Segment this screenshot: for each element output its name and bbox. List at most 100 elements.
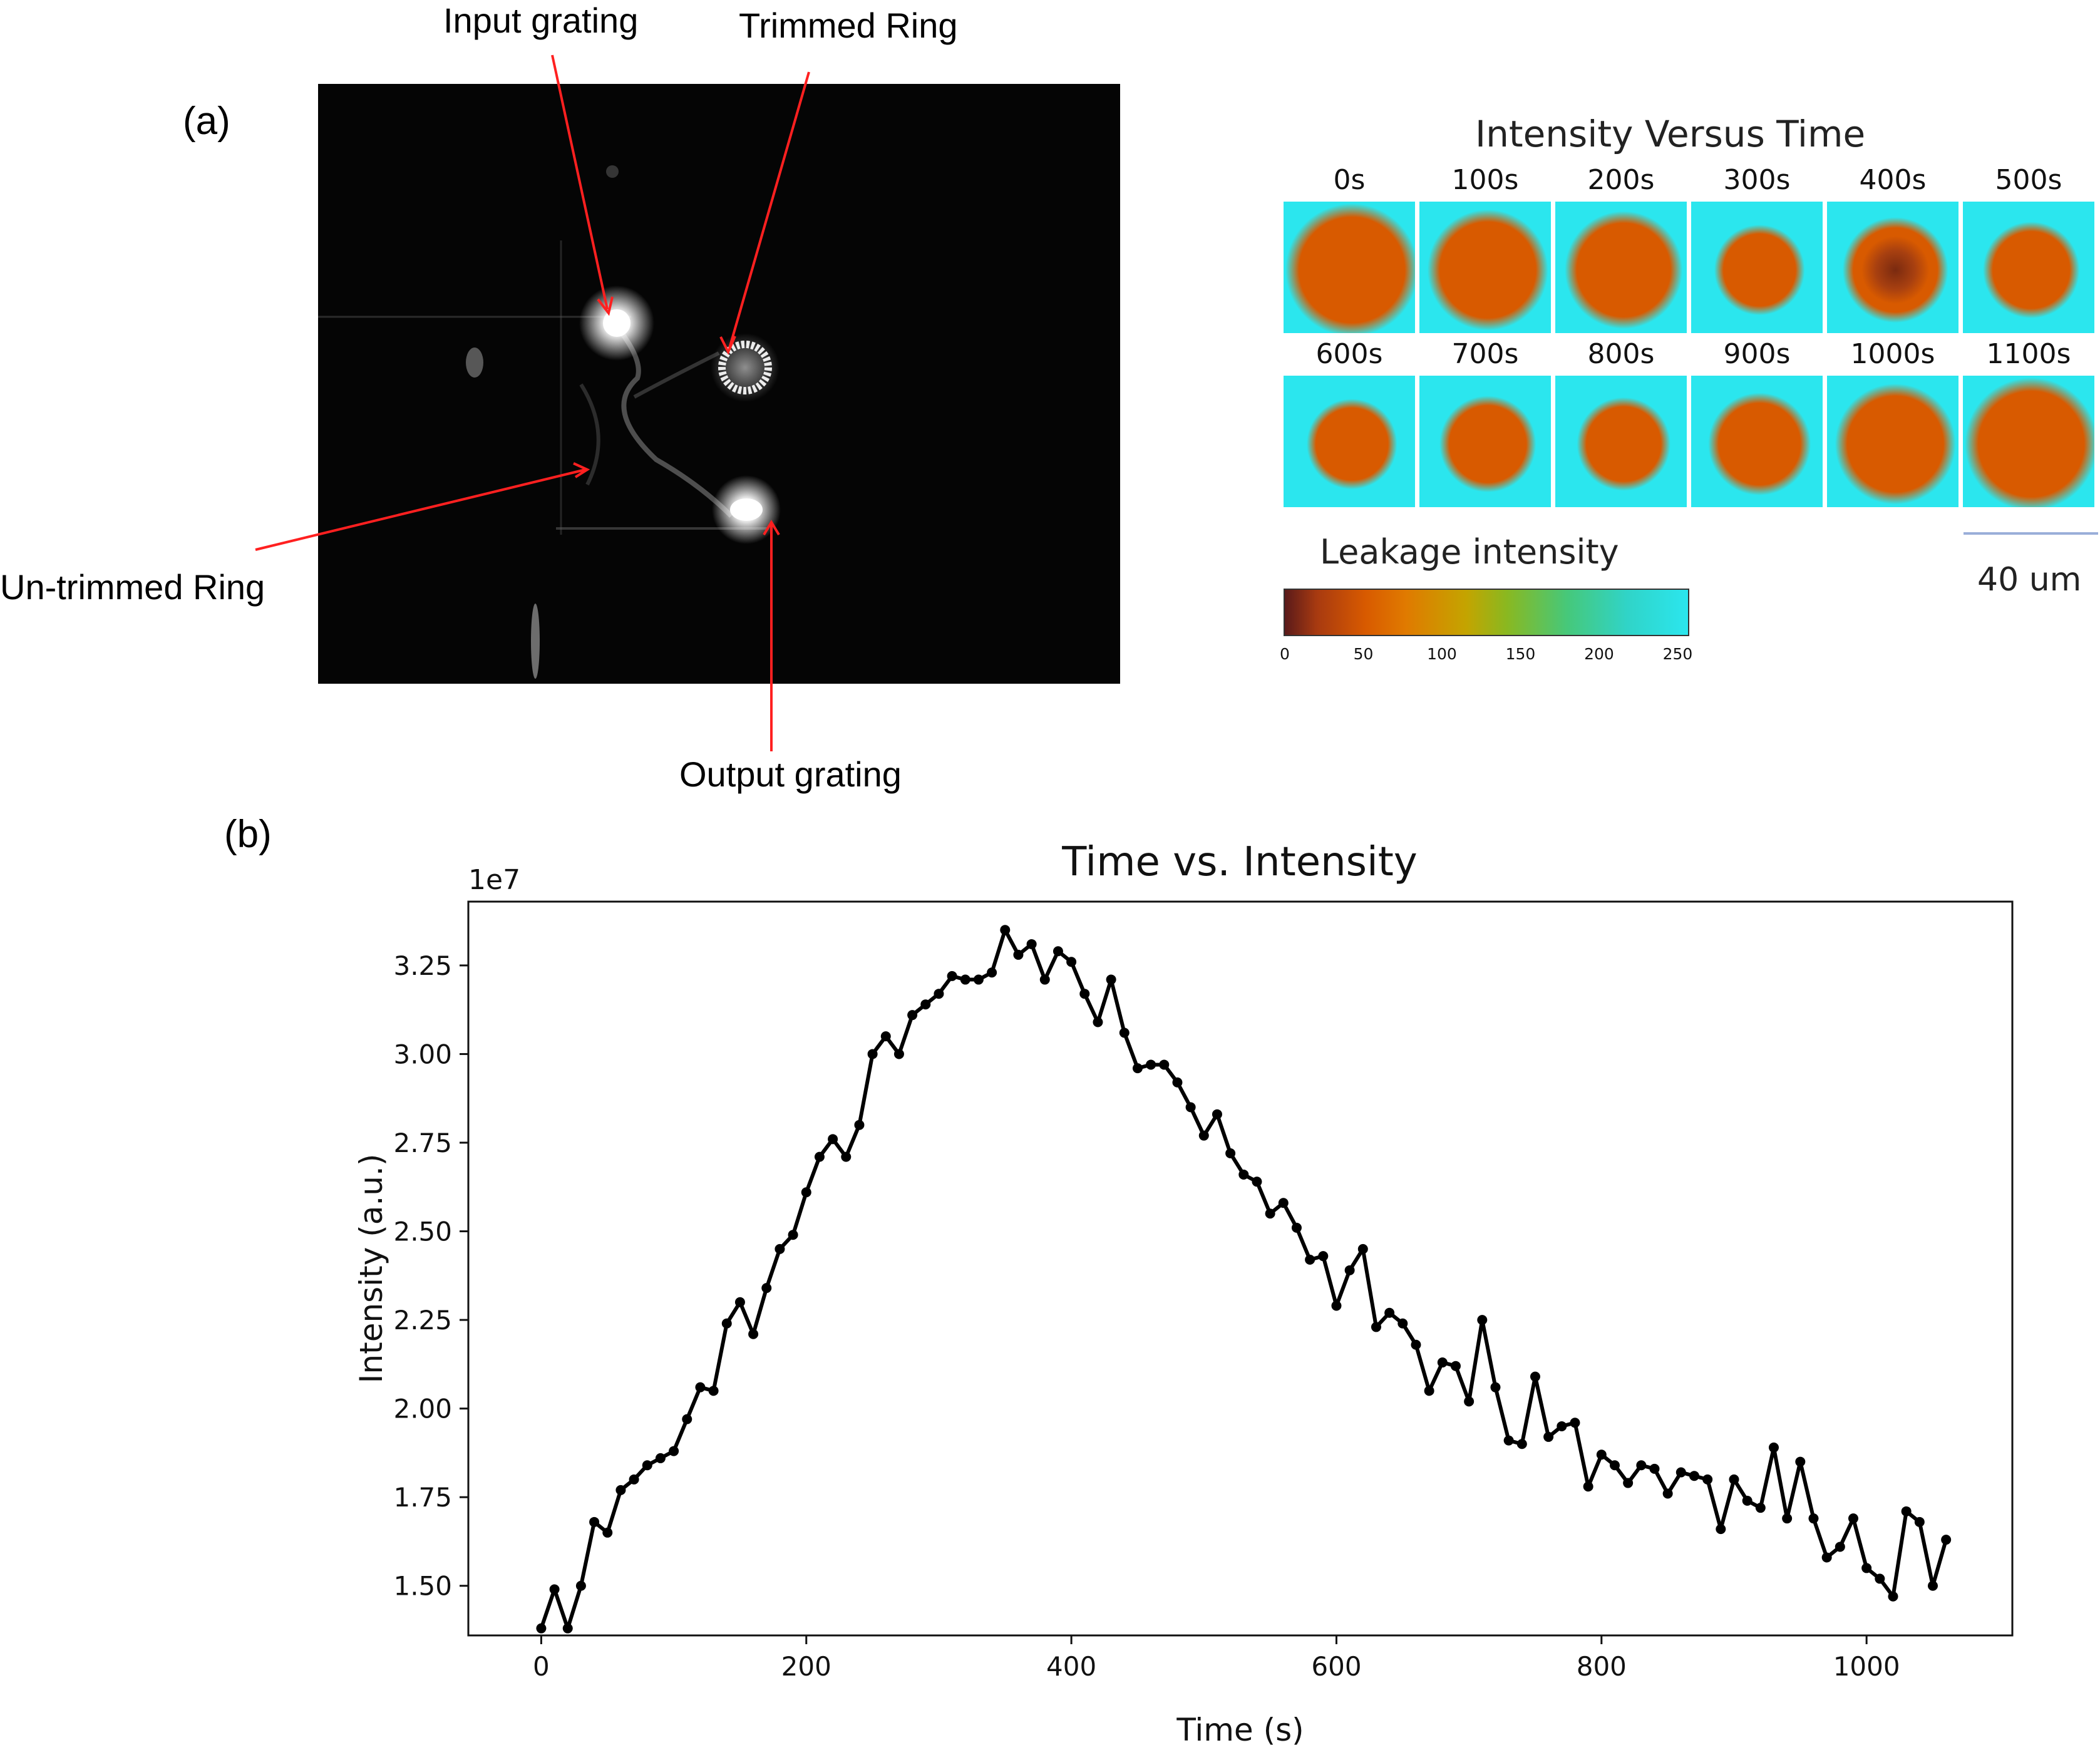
untrimmed-ring-label: Un-trimmed Ring	[0, 567, 265, 607]
x-tick-label: 0	[533, 1651, 550, 1682]
data-point	[1675, 1467, 1686, 1478]
data-point	[1875, 1573, 1885, 1584]
data-point	[1252, 1176, 1262, 1187]
colorbar-tick-label: 150	[1505, 645, 1536, 663]
data-point	[1596, 1449, 1607, 1460]
data-point	[721, 1318, 732, 1329]
data-point	[907, 1010, 918, 1021]
data-point	[1305, 1254, 1315, 1265]
data-point	[920, 999, 931, 1010]
data-point	[1808, 1513, 1819, 1524]
data-point	[987, 967, 997, 978]
heatmap-tile	[1419, 202, 1551, 333]
data-point	[775, 1243, 785, 1254]
colorbar	[1284, 589, 1689, 636]
data-point	[1768, 1442, 1779, 1453]
heatmap-tile	[1827, 376, 1958, 507]
y-tick-label: 3.00	[393, 1039, 452, 1069]
data-point	[828, 1134, 838, 1145]
data-point	[1397, 1318, 1408, 1329]
y-tick-label: 2.50	[393, 1217, 452, 1247]
data-point	[1636, 1460, 1647, 1471]
data-point	[695, 1382, 706, 1392]
data-point	[1424, 1386, 1434, 1396]
data-point	[708, 1386, 719, 1396]
data-point	[1914, 1516, 1925, 1527]
heatmap-tile-label: 0s	[1333, 164, 1366, 196]
scale-bar	[1964, 532, 2098, 535]
data-point	[1238, 1169, 1249, 1180]
heatmap-tile-label: 1100s	[1986, 338, 2071, 370]
data-point	[1861, 1563, 1872, 1573]
data-point	[1371, 1322, 1381, 1332]
data-point	[1357, 1243, 1368, 1254]
data-point	[867, 1049, 878, 1059]
data-point	[1013, 949, 1024, 960]
data-point	[1477, 1315, 1488, 1325]
data-point	[1570, 1418, 1580, 1428]
colorbar-tick-label: 50	[1353, 645, 1374, 663]
data-point	[1702, 1474, 1713, 1485]
data-point	[1662, 1488, 1673, 1499]
data-point	[1755, 1503, 1766, 1513]
data-point	[1609, 1460, 1620, 1471]
data-point	[1146, 1059, 1156, 1070]
data-point	[1411, 1339, 1421, 1350]
data-point	[1185, 1102, 1196, 1113]
data-point	[1384, 1307, 1395, 1318]
chart-title: Time vs. Intensity	[1061, 839, 1417, 885]
data-point	[1450, 1361, 1461, 1371]
y-tick-label: 2.25	[393, 1305, 452, 1336]
data-point	[1132, 1063, 1143, 1074]
heatmap-tile-label: 200s	[1587, 164, 1655, 196]
data-point	[1583, 1481, 1593, 1492]
scale-bar-label: 40 um	[1977, 561, 2082, 599]
data-point	[602, 1527, 613, 1538]
x-tick-label: 200	[781, 1651, 831, 1682]
microscope-image	[318, 84, 1120, 684]
data-point	[1835, 1542, 1845, 1552]
x-axis-label: Time (s)	[1176, 1712, 1304, 1745]
data-point	[1649, 1463, 1660, 1474]
heatmap-tile-label: 600s	[1315, 338, 1383, 370]
heatmap-tile-label: 1000s	[1850, 338, 1935, 370]
heatmap-title: Intensity Versus Time	[1475, 113, 1866, 155]
data-point	[1053, 946, 1063, 957]
data-point	[669, 1446, 679, 1456]
heatmap-tile-label: 400s	[1859, 164, 1927, 196]
heatmap-tile	[1827, 202, 1958, 333]
heatmap-tile	[1284, 376, 1415, 507]
y-tick-label: 1.75	[393, 1482, 452, 1513]
data-point	[1172, 1077, 1183, 1088]
data-point	[1278, 1198, 1289, 1208]
heatmap-tile	[1691, 376, 1823, 507]
heatmap-tile	[1963, 376, 2094, 507]
heatmap-tile-label: 800s	[1587, 338, 1655, 370]
data-point	[1225, 1148, 1236, 1158]
heatmap-tile	[1419, 376, 1551, 507]
data-point	[629, 1474, 639, 1485]
data-point	[1782, 1513, 1793, 1524]
panel-b-label: (b)	[224, 813, 272, 856]
data-point	[1066, 957, 1077, 967]
trimmed-ring-label: Trimmed Ring	[739, 6, 958, 45]
data-point	[1901, 1506, 1912, 1516]
time-intensity-chart: Time vs. Intensity 1e7 0 200 400 600 800 1000…	[353, 839, 2014, 1745]
output-grating-label: Output grating	[679, 754, 902, 794]
data-point	[1623, 1478, 1634, 1488]
data-point	[1927, 1580, 1938, 1591]
data-point	[1119, 1027, 1130, 1038]
data-point	[575, 1580, 586, 1591]
panel-a-label: (a)	[183, 100, 230, 143]
data-point	[814, 1151, 825, 1162]
data-point	[1689, 1471, 1699, 1481]
data-point	[642, 1460, 652, 1471]
data-point	[734, 1297, 745, 1307]
data-point	[1079, 989, 1090, 999]
colorbar-label: Leakage intensity	[1320, 532, 1619, 572]
data-point	[589, 1516, 600, 1527]
data-point	[1742, 1495, 1753, 1506]
data-point	[549, 1584, 560, 1595]
data-point	[1716, 1524, 1726, 1535]
heatmap-tile	[1555, 376, 1687, 507]
